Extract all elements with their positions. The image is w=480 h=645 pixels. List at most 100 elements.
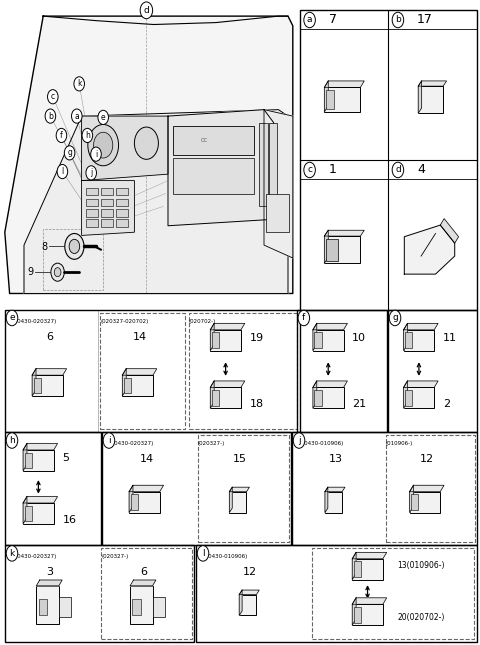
Circle shape bbox=[65, 233, 84, 259]
Polygon shape bbox=[168, 110, 274, 226]
Polygon shape bbox=[239, 590, 259, 595]
Polygon shape bbox=[409, 485, 444, 491]
Polygon shape bbox=[210, 381, 245, 388]
Text: (010430-010906): (010430-010906) bbox=[295, 441, 343, 446]
Text: 18: 18 bbox=[250, 399, 264, 410]
Bar bbox=[388, 310, 477, 432]
Polygon shape bbox=[264, 110, 293, 258]
Circle shape bbox=[98, 110, 108, 124]
Text: 3: 3 bbox=[47, 567, 53, 577]
Circle shape bbox=[74, 77, 84, 91]
Polygon shape bbox=[32, 369, 36, 396]
Bar bbox=[23, 450, 54, 471]
Polygon shape bbox=[239, 590, 242, 615]
Text: f: f bbox=[60, 131, 63, 140]
Circle shape bbox=[86, 166, 96, 180]
Text: 6: 6 bbox=[47, 332, 53, 342]
Text: b: b bbox=[48, 112, 53, 121]
Text: 11: 11 bbox=[443, 333, 457, 343]
Text: i: i bbox=[95, 150, 97, 159]
Polygon shape bbox=[404, 323, 438, 330]
Polygon shape bbox=[313, 381, 317, 408]
Polygon shape bbox=[24, 110, 288, 293]
Text: f: f bbox=[302, 313, 305, 322]
Bar bbox=[411, 494, 419, 510]
Polygon shape bbox=[23, 497, 27, 524]
Bar bbox=[173, 126, 254, 155]
Bar bbox=[229, 491, 247, 513]
Bar bbox=[409, 491, 440, 513]
Polygon shape bbox=[32, 369, 67, 375]
Bar bbox=[326, 239, 338, 261]
Polygon shape bbox=[352, 552, 387, 559]
Polygon shape bbox=[23, 497, 58, 503]
Bar bbox=[266, 194, 289, 232]
Text: e: e bbox=[101, 113, 106, 122]
Circle shape bbox=[304, 162, 315, 177]
Polygon shape bbox=[418, 81, 446, 86]
Bar bbox=[352, 604, 383, 625]
Circle shape bbox=[6, 310, 18, 326]
Bar bbox=[325, 491, 342, 513]
Polygon shape bbox=[440, 219, 458, 243]
Polygon shape bbox=[210, 323, 214, 351]
Bar bbox=[23, 503, 54, 524]
Circle shape bbox=[56, 128, 67, 143]
Bar bbox=[259, 123, 268, 206]
Bar bbox=[86, 219, 98, 227]
Circle shape bbox=[94, 132, 113, 158]
Circle shape bbox=[64, 146, 75, 160]
Text: 15: 15 bbox=[233, 454, 247, 464]
Bar bbox=[86, 209, 98, 217]
Bar bbox=[101, 548, 192, 639]
Circle shape bbox=[392, 162, 404, 177]
Circle shape bbox=[304, 12, 315, 28]
Polygon shape bbox=[352, 598, 387, 604]
Text: k: k bbox=[77, 79, 82, 88]
Bar bbox=[326, 90, 335, 109]
Bar bbox=[100, 313, 185, 429]
Polygon shape bbox=[404, 381, 438, 388]
Circle shape bbox=[69, 239, 80, 253]
Bar bbox=[189, 313, 297, 429]
Bar bbox=[269, 123, 277, 206]
Bar bbox=[324, 236, 360, 263]
Text: (020327-020702): (020327-020702) bbox=[100, 319, 148, 324]
Text: 20(020702-): 20(020702-) bbox=[397, 613, 444, 622]
Polygon shape bbox=[313, 323, 317, 351]
Polygon shape bbox=[210, 381, 214, 408]
Polygon shape bbox=[82, 116, 168, 181]
Polygon shape bbox=[404, 323, 408, 351]
Polygon shape bbox=[324, 230, 328, 263]
Circle shape bbox=[293, 433, 305, 448]
Text: 12: 12 bbox=[420, 454, 434, 464]
Bar bbox=[101, 188, 113, 195]
Bar bbox=[292, 432, 477, 545]
Polygon shape bbox=[352, 598, 356, 625]
Text: 17: 17 bbox=[417, 14, 433, 26]
Circle shape bbox=[6, 433, 18, 448]
Text: 1: 1 bbox=[329, 163, 336, 177]
Text: 12: 12 bbox=[243, 567, 257, 577]
Bar bbox=[130, 586, 153, 624]
Text: 13: 13 bbox=[329, 454, 343, 464]
Text: 10: 10 bbox=[352, 333, 366, 343]
Bar bbox=[314, 332, 322, 348]
Bar bbox=[86, 188, 98, 195]
Bar bbox=[102, 432, 291, 545]
Polygon shape bbox=[325, 487, 345, 491]
Bar bbox=[300, 10, 477, 310]
Text: 14: 14 bbox=[133, 332, 147, 342]
Circle shape bbox=[298, 310, 310, 326]
Bar bbox=[24, 453, 32, 468]
Bar bbox=[210, 388, 241, 408]
Text: g: g bbox=[67, 148, 72, 157]
Text: 5: 5 bbox=[62, 453, 70, 464]
Bar bbox=[122, 375, 153, 396]
Text: 19: 19 bbox=[250, 333, 264, 343]
Text: l: l bbox=[61, 167, 63, 176]
Text: j: j bbox=[298, 436, 300, 445]
Polygon shape bbox=[324, 81, 364, 87]
Text: OC: OC bbox=[201, 138, 207, 143]
Text: 4: 4 bbox=[417, 163, 425, 177]
